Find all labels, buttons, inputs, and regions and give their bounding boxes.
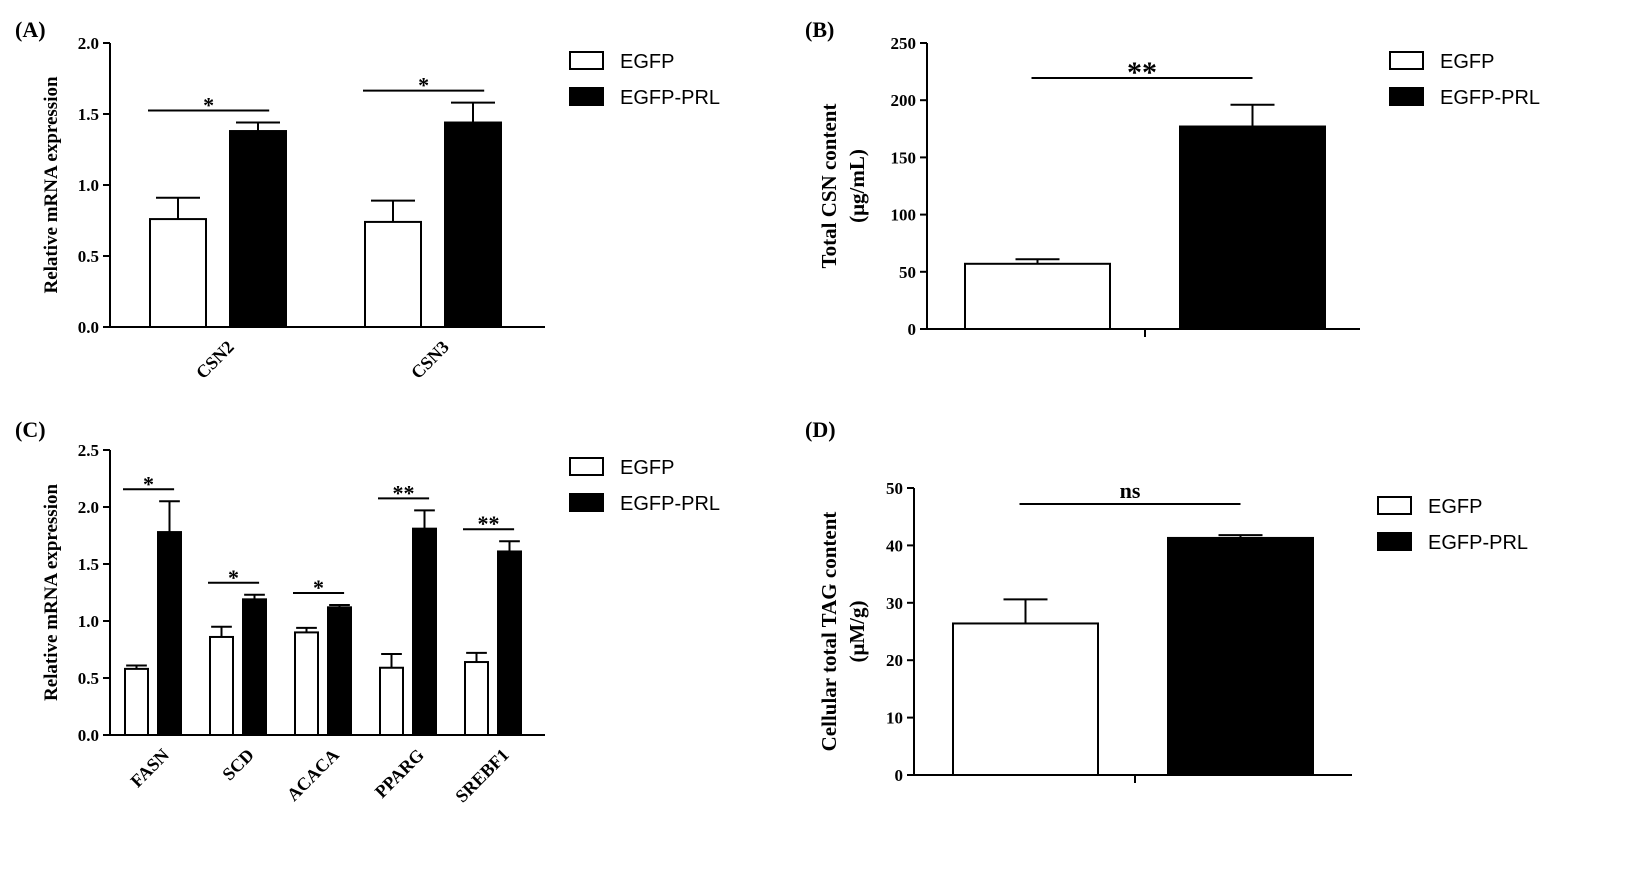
bar-egfp-prl	[1179, 125, 1326, 331]
legend-swatch-egfp	[569, 457, 604, 476]
bar-egfp	[952, 622, 1099, 776]
legend-swatch-egfp	[569, 51, 604, 70]
y-tick-label: 40	[886, 536, 903, 555]
panel-label: (B)	[805, 17, 834, 42]
legend-label: EGFP	[1428, 496, 1482, 518]
y-tick-label: 0	[908, 320, 917, 339]
bar-egfp-prl	[242, 598, 267, 737]
x-tick-label: ACACA	[283, 745, 343, 805]
panel-label: (C)	[15, 417, 46, 442]
legend-swatch-egfp	[1377, 496, 1412, 515]
y-tick-label: 100	[891, 206, 917, 225]
legend-label: EGFP	[620, 457, 674, 479]
y-tick-label: 0.0	[78, 318, 99, 337]
bar-egfp	[464, 661, 489, 736]
significance-label: **	[1127, 56, 1157, 89]
y-axis-label: Relative mRNA expression	[41, 76, 62, 294]
legend-label: EGFP	[620, 51, 674, 73]
y-tick-label: 1.5	[78, 555, 99, 574]
significance-label: *	[143, 471, 154, 496]
y-tick-label: 1.5	[78, 105, 99, 124]
significance-label: *	[313, 575, 324, 600]
y-axis-label: Total CSN content	[817, 104, 841, 269]
significance-label: *	[228, 565, 239, 590]
y-tick-label: 50	[899, 263, 916, 282]
x-tick-label: PPARG	[371, 745, 428, 802]
bar-egfp-prl	[1167, 536, 1314, 776]
significance-label: **	[478, 511, 500, 536]
y-tick-label: 1.0	[78, 176, 99, 195]
bar-egfp-prl	[229, 130, 287, 328]
y-tick-label: 0	[895, 766, 904, 785]
legend-swatch-egfp-prl	[569, 493, 604, 512]
legend-swatch-egfp-prl	[1377, 532, 1412, 551]
y-tick-label: 30	[886, 594, 903, 613]
bar-egfp	[364, 220, 422, 328]
significance-label: *	[418, 73, 429, 98]
x-tick-label: FASN	[126, 745, 172, 791]
y-tick-label: 0.5	[78, 669, 99, 688]
legend-swatch-egfp-prl	[1389, 87, 1424, 106]
y-tick-label: 1.0	[78, 612, 99, 631]
bar-egfp	[124, 667, 149, 737]
y-tick-label: 150	[891, 148, 917, 167]
y-tick-label: 20	[886, 651, 903, 670]
y-axis-label-units: (μg/mL)	[845, 149, 869, 223]
legend-swatch-egfp-prl	[569, 87, 604, 106]
y-tick-label: 0.5	[78, 247, 99, 266]
y-axis-label: Relative mRNA expression	[41, 484, 62, 702]
legend-swatch-egfp	[1389, 51, 1424, 70]
panel-c: (C) 0.0 0.5 1.0 1.5 2.0 2.5 Relative mRNA expre…	[15, 417, 720, 806]
x-tick-label: CSN2	[192, 337, 238, 383]
panel-label: (A)	[15, 17, 46, 42]
y-axis-label-units: (μM/g)	[845, 600, 869, 662]
legend-label: EGFP-PRL	[620, 87, 720, 109]
bar-egfp-prl	[444, 121, 502, 328]
legend-label: EGFP-PRL	[620, 493, 720, 515]
bar-egfp	[209, 635, 234, 737]
significance-label: *	[203, 93, 214, 118]
bar-egfp	[149, 218, 207, 328]
significance-label: **	[393, 480, 415, 505]
y-tick-label: 200	[891, 91, 917, 110]
x-tick-label: CSN3	[407, 337, 453, 383]
bar-egfp-prl	[157, 531, 182, 737]
legend-label: EGFP-PRL	[1440, 87, 1540, 109]
x-tick-label: SREBF1	[451, 745, 513, 807]
bar-egfp-prl	[327, 606, 352, 737]
bar-egfp-prl	[412, 527, 437, 736]
bar-egfp	[294, 631, 319, 737]
bar-egfp	[964, 262, 1111, 330]
y-tick-label: 2.0	[78, 34, 99, 53]
y-tick-label: 2.5	[78, 441, 99, 460]
panel-d: (D) 0 10 20 30 40 50 Cellular total TAG content…	[805, 417, 1528, 785]
y-tick-label: 250	[891, 34, 917, 53]
panel-label: (D)	[805, 417, 836, 442]
bar-egfp	[379, 666, 404, 736]
y-tick-label: 0.0	[78, 726, 99, 745]
y-tick-label: 50	[886, 479, 903, 498]
y-tick-label: 2.0	[78, 498, 99, 517]
y-tick-label: 10	[886, 709, 903, 728]
panel-b: (B) 0 50 100 150 200 250 Total CSN content (μg/m…	[805, 17, 1540, 339]
y-axis-label: Cellular total TAG content	[817, 512, 841, 752]
panel-a: (A) 0.0 0.5 1.0 1.5 2.0 Relative mRNA expressi…	[15, 17, 720, 383]
legend-label: EGFP	[1440, 51, 1494, 73]
legend-label: EGFP-PRL	[1428, 532, 1528, 554]
x-tick-label: SCD	[218, 745, 258, 785]
bar-egfp-prl	[497, 550, 522, 737]
significance-label: ns	[1120, 478, 1141, 503]
